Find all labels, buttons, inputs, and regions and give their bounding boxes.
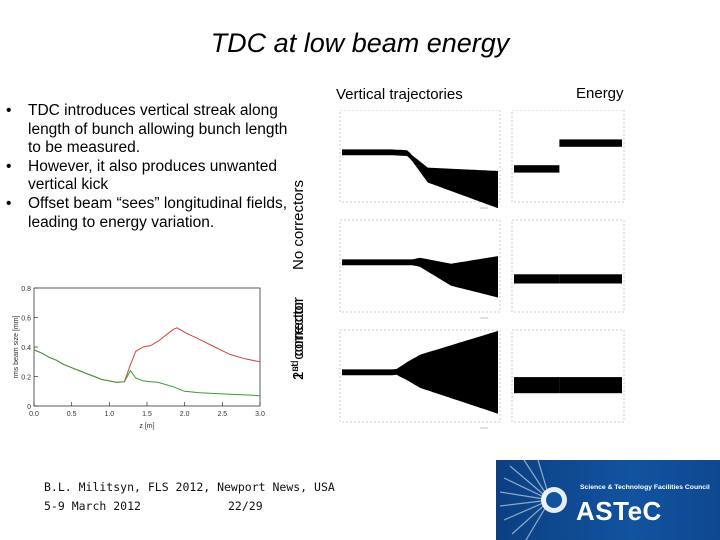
traj-2nd-corrector-frame <box>339 329 501 423</box>
bullet-list: • TDC introduces vertical streak along le… <box>6 102 296 232</box>
footer-citation: B.L. Militsyn, FLS 2012, Newport News, U… <box>44 480 335 494</box>
row-label-1st-corrector: 1st corrector <box>290 301 307 380</box>
energy-no-correctors-band-after <box>559 139 622 147</box>
x-tick-label: 0.0 <box>29 411 39 418</box>
bullet-text: Offset beam “sees” longitudinal fields, … <box>28 194 288 231</box>
energy-no-correctors-band-before <box>514 165 560 173</box>
energy-panels <box>511 110 625 423</box>
energy-1st-corrector-band-after <box>559 274 622 284</box>
x-tick-label: 1.0 <box>104 411 114 418</box>
row-label-no-correctors: No correctors <box>290 180 307 270</box>
bullet-glyph: • <box>6 194 12 212</box>
y-axis-label: rms beam size [mm] <box>13 315 20 378</box>
trajectory-energy-panels <box>339 110 501 429</box>
y-tick-label: 0.6 <box>21 316 31 323</box>
row-label-2nd-corrector: 2nd corrector <box>290 297 307 380</box>
energy-2nd-corrector-frame <box>511 329 625 423</box>
footer-date: 5-9 March 2012 <box>44 499 141 513</box>
series-line-green <box>33 349 261 397</box>
bullet-glyph: • <box>6 102 12 119</box>
energy-1st-corrector-frame <box>511 219 625 313</box>
energy-1st-corrector-band-before <box>514 274 560 284</box>
page-number: 22/29 <box>228 499 263 513</box>
astec-logo-text: ASTeC <box>576 496 662 526</box>
footer: B.L. Militsyn, FLS 2012, Newport News, U… <box>44 478 335 516</box>
traj-no-correctors-streak <box>342 149 498 209</box>
y-tick-label: 0.8 <box>21 286 31 293</box>
stfc-sunburst-icon <box>499 460 567 540</box>
energy-2nd-corrector-band-before <box>514 377 560 394</box>
astec-logo-band: Science & Technology Facilities Council … <box>496 460 720 540</box>
bullet-glyph: • <box>6 157 12 175</box>
stfc-org-name: Science & Technology Facilities Council <box>580 484 710 491</box>
column-header-trajectories: Vertical trajectories <box>336 86 463 103</box>
x-tick-label: 3.0 <box>255 411 265 418</box>
energy-2nd-corrector-band-after <box>559 377 622 394</box>
x-tick-label: 2.0 <box>180 411 190 418</box>
x-axis-label: z [m] <box>139 423 154 430</box>
traj-2nd-corrector-streak <box>342 330 498 414</box>
plot-frame <box>33 287 261 407</box>
bullet-item: • Offset beam “sees” longitudinal fields,… <box>6 195 296 232</box>
bullet-text: However, it also produces unwanted verti… <box>28 157 278 194</box>
x-tick-label: 2.5 <box>217 411 227 418</box>
traj-1st-corrector-streak <box>342 256 498 298</box>
slide-title: TDC at low beam energy <box>210 28 510 58</box>
x-tick-label: 0.5 <box>67 411 77 418</box>
bullet-item: • TDC introduces vertical streak along le… <box>6 102 296 158</box>
column-header-energy: Energy <box>576 85 624 102</box>
y-tick-label: 0.4 <box>21 345 31 352</box>
rms-beam-size-chart: 0 0.2 0.4 0.6 0.8 0.0 0.5 1.0 1.5 2.0 2.5 3.0 z [m] r… <box>13 286 265 430</box>
row-labels: No correctors 1st corrector <box>290 180 307 380</box>
energy-no-correctors-frame <box>511 110 625 203</box>
bullet-item: • However, it also produces unwanted vert… <box>6 158 296 195</box>
row-label-2nd-wrap: 2nd corrector <box>290 297 307 380</box>
series-line-red <box>33 327 261 383</box>
bullet-text: TDC introduces vertical streak along len… <box>28 102 288 157</box>
y-tick-label: 0 <box>27 404 31 411</box>
x-tick-label: 1.5 <box>142 411 152 418</box>
traj-no-correctors-frame <box>339 110 501 203</box>
traj-1st-corrector-frame <box>339 219 501 313</box>
y-tick-label: 0.2 <box>21 375 31 382</box>
